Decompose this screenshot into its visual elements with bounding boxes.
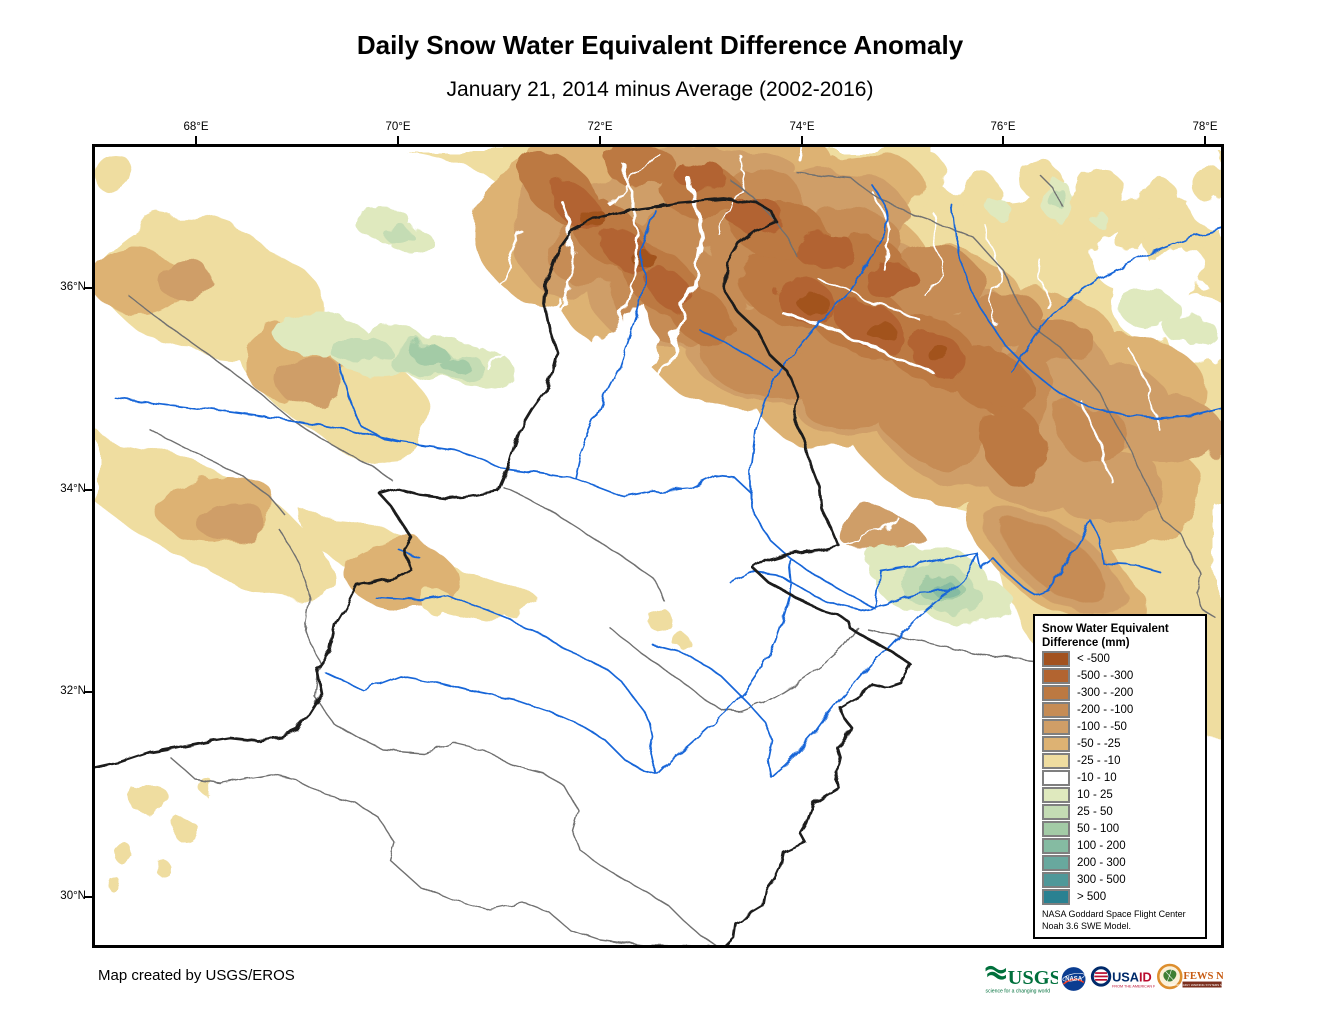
rivers xyxy=(114,184,1222,778)
terrain-sw-dots xyxy=(108,586,688,892)
legend-swatch xyxy=(1042,667,1070,684)
longitude-tick-mark xyxy=(397,136,399,145)
latitude-tick-label: 30°N xyxy=(60,890,86,902)
svg-text:USGS: USGS xyxy=(1008,967,1058,989)
legend-row: -10 - 10 xyxy=(1042,769,1200,786)
latitude-tick-label: 36°N xyxy=(60,281,86,293)
legend-class-label: -200 - -100 xyxy=(1077,703,1134,716)
svg-text:FROM THE AMERICAN PEOPLE: FROM THE AMERICAN PEOPLE xyxy=(1112,985,1155,989)
legend-class-label: > 500 xyxy=(1077,890,1107,903)
latitude-tick-label: 34°N xyxy=(60,483,86,495)
longitude-tick-label: 78°E xyxy=(1192,121,1218,133)
latitude-tick-mark xyxy=(84,287,93,289)
legend-swatch xyxy=(1042,786,1070,803)
svg-text:science for a changing world: science for a changing world xyxy=(986,989,1051,995)
svg-text:FAMINE EARLY WARNING SYSTEMS N: FAMINE EARLY WARNING SYSTEMS NETWORK xyxy=(1169,983,1223,987)
latitude-tick-mark xyxy=(84,489,93,491)
legend-swatch xyxy=(1042,735,1070,752)
legend-class-label: -10 - 10 xyxy=(1077,771,1117,784)
legend-rows: < -500 -500 - -300 -300 - -200 -200 - -100 -… xyxy=(1042,650,1200,905)
latitude-tick-mark xyxy=(84,691,93,693)
legend-swatch xyxy=(1042,718,1070,735)
legend-class-label: 200 - 300 xyxy=(1077,856,1126,869)
legend-note-line1: NASA Goddard Space Flight Center xyxy=(1042,909,1186,919)
legend-swatch xyxy=(1042,854,1070,871)
legend-swatch xyxy=(1042,684,1070,701)
legend-swatch xyxy=(1042,769,1070,786)
map-frame xyxy=(92,144,1224,948)
country-borders xyxy=(94,197,913,946)
svg-text:USAID: USAID xyxy=(1112,970,1152,985)
map-canvas xyxy=(94,146,1222,946)
legend-swatch xyxy=(1042,650,1070,667)
legend-note-line2: Noah 3.6 SWE Model. xyxy=(1042,920,1132,931)
svg-text:NASA: NASA xyxy=(1065,977,1083,983)
legend-class-label: < -500 xyxy=(1077,652,1110,665)
svg-text:FEWS NET: FEWS NET xyxy=(1183,971,1223,982)
legend-class-label: 100 - 200 xyxy=(1077,839,1126,852)
legend-swatch xyxy=(1042,837,1070,854)
longitude-tick-mark xyxy=(801,136,803,145)
legend-title-line1: Snow Water Equivalent xyxy=(1042,623,1169,635)
legend-swatch xyxy=(1042,871,1070,888)
map-attribution: Map created by USGS/EROS xyxy=(98,967,295,984)
legend-row: -200 - -100 xyxy=(1042,701,1200,718)
legend-row: -300 - -200 xyxy=(1042,684,1200,701)
legend-row: < -500 xyxy=(1042,650,1200,667)
legend-class-label: -50 - -25 xyxy=(1077,737,1121,750)
terrain-green-patches xyxy=(275,178,1215,625)
legend-swatch xyxy=(1042,820,1070,837)
legend-row: 200 - 300 xyxy=(1042,854,1200,871)
legend-row: -50 - -25 xyxy=(1042,735,1200,752)
longitude-tick-label: 68°E xyxy=(183,121,209,133)
legend-row: -500 - -300 xyxy=(1042,667,1200,684)
longitude-tick-mark xyxy=(1002,136,1004,145)
legend-class-label: 300 - 500 xyxy=(1077,873,1126,886)
latitude-tick-label: 32°N xyxy=(60,685,86,697)
legend-row: 300 - 500 xyxy=(1042,871,1200,888)
legend-row: 10 - 25 xyxy=(1042,786,1200,803)
legend-class-label: 10 - 25 xyxy=(1077,788,1113,801)
usaid-logo: USAID FROM THE AMERICAN PEOPLE xyxy=(1090,966,1155,989)
latitude-tick-mark xyxy=(84,896,93,898)
longitude-tick-label: 76°E xyxy=(990,121,1016,133)
usgs-logo: USGS science for a changing world xyxy=(985,965,1058,995)
longitude-tick-mark xyxy=(195,136,197,145)
legend-swatch xyxy=(1042,803,1070,820)
longitude-tick-label: 70°E xyxy=(385,121,411,133)
legend: Snow Water Equivalent Difference (mm) < … xyxy=(1033,614,1207,939)
logo-strip: USGS science for a changing world NASA U… xyxy=(983,956,1223,1002)
longitude-tick-label: 72°E xyxy=(587,121,613,133)
legend-row: -100 - -50 xyxy=(1042,718,1200,735)
legend-class-label: -500 - -300 xyxy=(1077,669,1134,682)
white-valleys xyxy=(468,146,1161,551)
legend-row: 100 - 200 xyxy=(1042,837,1200,854)
fewsnet-logo: FEWS NET FAMINE EARLY WARNING SYSTEMS NE… xyxy=(1156,963,1223,990)
longitude-tick-mark xyxy=(599,136,601,145)
legend-swatch xyxy=(1042,752,1070,769)
longitude-tick-label: 74°E xyxy=(789,121,815,133)
legend-row: > 500 xyxy=(1042,888,1200,905)
legend-class-label: 50 - 100 xyxy=(1077,822,1120,835)
nasa-logo: NASA xyxy=(1061,967,1086,991)
page-title: Daily Snow Water Equivalent Difference A… xyxy=(356,30,964,60)
legend-class-label: -100 - -50 xyxy=(1077,720,1127,733)
longitude-tick-mark xyxy=(1204,136,1206,145)
legend-class-label: -300 - -200 xyxy=(1077,686,1134,699)
legend-swatch xyxy=(1042,888,1070,905)
legend-row: 25 - 50 xyxy=(1042,803,1200,820)
legend-class-label: -25 - -10 xyxy=(1077,754,1121,767)
legend-swatch xyxy=(1042,701,1070,718)
legend-title-line2: Difference (mm) xyxy=(1042,636,1130,649)
legend-row: -25 - -10 xyxy=(1042,752,1200,769)
legend-class-label: 25 - 50 xyxy=(1077,805,1113,818)
legend-row: 50 - 100 xyxy=(1042,820,1200,837)
page-subtitle: January 21, 2014 minus Average (2002-201… xyxy=(446,78,874,101)
